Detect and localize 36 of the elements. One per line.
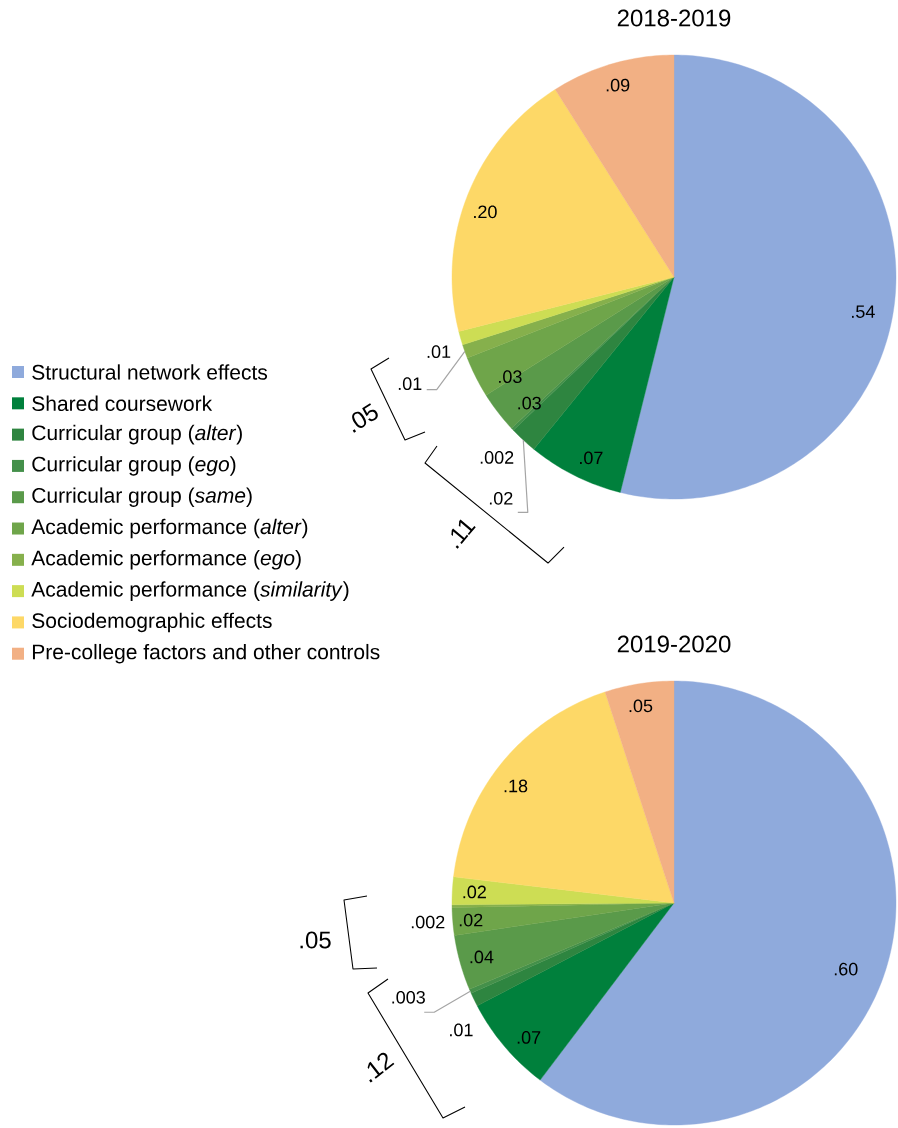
- legend-label: Academic performance (alter): [31, 518, 308, 539]
- text: .11: [451, 519, 476, 549]
- data-label: .002: [411, 915, 445, 929]
- legend-label: Academic performance (ego): [31, 550, 301, 570]
- text: .12: [367, 1052, 395, 1083]
- slice-label: 2018-2019: [617, 9, 731, 27]
- text: .05: [352, 403, 378, 433]
- data-label: .18: [504, 779, 528, 793]
- legend-label: Sociodemographic effects: [32, 612, 272, 633]
- data-label: .02: [463, 885, 486, 899]
- data-label: .60: [834, 962, 858, 976]
- legend-label: Curricular group (same): [32, 487, 252, 507]
- data-label: .02: [489, 491, 513, 505]
- legend-label: Academic performance (similarity): [31, 581, 349, 601]
- legend-label: Curricular group (alter): [32, 424, 242, 445]
- data-label: .07: [517, 1031, 541, 1044]
- data-label: .003: [392, 990, 425, 1004]
- data-label: .01: [398, 377, 422, 391]
- legend-label: Structural network effects: [32, 364, 268, 380]
- legend-label: Shared coursework: [32, 395, 213, 412]
- data-label: .02: [459, 913, 483, 927]
- data-label: .09: [606, 78, 630, 92]
- text: .05: [300, 931, 331, 949]
- legend-label: Pre-college factors and other controls: [32, 643, 380, 664]
- data-label: .54: [851, 305, 875, 318]
- data-label: .04: [470, 950, 494, 964]
- data-label: .002: [480, 451, 514, 464]
- data-label: .05: [629, 699, 653, 713]
- data-label: .01: [427, 345, 451, 359]
- data-label: .03: [518, 396, 541, 410]
- slice-label: 2019-2020: [617, 635, 731, 653]
- data-label: .03: [499, 370, 522, 384]
- legend-label: Curricular group (ego): [32, 456, 236, 476]
- data-label: .20: [474, 205, 497, 219]
- data-label: .07: [580, 451, 603, 465]
- data-label: .01: [450, 1023, 473, 1037]
